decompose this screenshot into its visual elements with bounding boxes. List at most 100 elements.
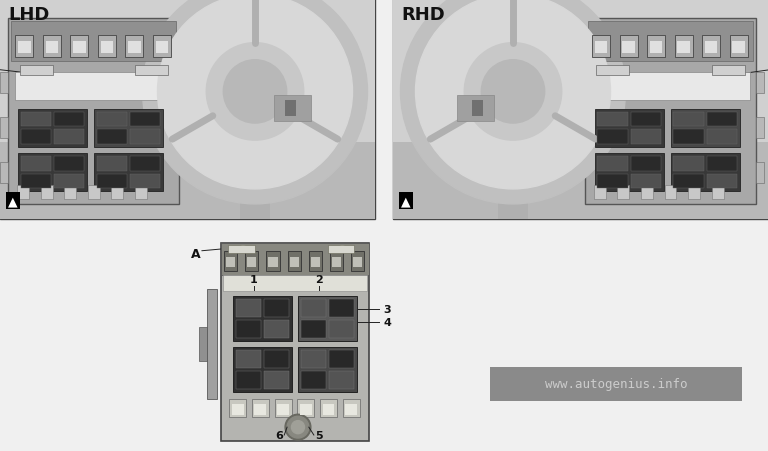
FancyBboxPatch shape xyxy=(233,347,292,391)
FancyBboxPatch shape xyxy=(41,185,52,200)
Text: RHD: RHD xyxy=(401,6,445,24)
FancyBboxPatch shape xyxy=(229,400,247,417)
FancyBboxPatch shape xyxy=(457,96,495,122)
FancyBboxPatch shape xyxy=(130,174,161,189)
FancyBboxPatch shape xyxy=(301,371,326,389)
FancyBboxPatch shape xyxy=(343,400,359,417)
Circle shape xyxy=(285,414,311,440)
Text: 1: 1 xyxy=(250,275,257,285)
FancyBboxPatch shape xyxy=(0,0,375,143)
FancyBboxPatch shape xyxy=(707,174,737,189)
FancyBboxPatch shape xyxy=(472,101,483,117)
FancyBboxPatch shape xyxy=(309,252,322,272)
FancyBboxPatch shape xyxy=(330,252,343,272)
FancyBboxPatch shape xyxy=(594,185,606,200)
FancyBboxPatch shape xyxy=(0,162,8,184)
FancyBboxPatch shape xyxy=(0,72,8,94)
FancyBboxPatch shape xyxy=(631,174,661,189)
FancyBboxPatch shape xyxy=(88,185,100,200)
FancyBboxPatch shape xyxy=(221,244,369,275)
FancyBboxPatch shape xyxy=(285,101,296,117)
FancyBboxPatch shape xyxy=(15,72,173,101)
FancyBboxPatch shape xyxy=(301,300,326,318)
FancyBboxPatch shape xyxy=(223,275,367,291)
FancyBboxPatch shape xyxy=(631,130,661,145)
FancyBboxPatch shape xyxy=(269,258,277,267)
Text: 4: 4 xyxy=(383,318,391,327)
FancyBboxPatch shape xyxy=(233,297,292,341)
Circle shape xyxy=(415,0,611,189)
Text: 5: 5 xyxy=(315,430,323,440)
FancyBboxPatch shape xyxy=(232,404,243,414)
FancyBboxPatch shape xyxy=(345,404,357,414)
FancyBboxPatch shape xyxy=(12,22,176,61)
FancyBboxPatch shape xyxy=(245,252,258,272)
FancyBboxPatch shape xyxy=(329,371,354,389)
FancyBboxPatch shape xyxy=(275,400,292,417)
Circle shape xyxy=(287,416,309,438)
FancyBboxPatch shape xyxy=(631,112,661,127)
FancyBboxPatch shape xyxy=(8,19,179,205)
Text: 3: 3 xyxy=(383,304,391,314)
FancyBboxPatch shape xyxy=(733,42,745,54)
Circle shape xyxy=(207,44,304,141)
FancyBboxPatch shape xyxy=(236,300,261,318)
FancyBboxPatch shape xyxy=(130,112,161,127)
FancyBboxPatch shape xyxy=(97,156,127,171)
FancyBboxPatch shape xyxy=(224,252,237,272)
FancyBboxPatch shape xyxy=(54,156,84,171)
FancyBboxPatch shape xyxy=(707,156,737,171)
FancyBboxPatch shape xyxy=(98,36,116,58)
FancyBboxPatch shape xyxy=(221,244,369,441)
FancyBboxPatch shape xyxy=(393,0,768,220)
FancyBboxPatch shape xyxy=(301,350,326,368)
FancyBboxPatch shape xyxy=(393,143,768,220)
FancyBboxPatch shape xyxy=(94,110,163,147)
FancyBboxPatch shape xyxy=(21,112,51,127)
FancyBboxPatch shape xyxy=(297,400,314,417)
FancyBboxPatch shape xyxy=(498,115,528,220)
FancyBboxPatch shape xyxy=(15,36,33,58)
FancyBboxPatch shape xyxy=(94,154,163,192)
FancyBboxPatch shape xyxy=(617,185,629,200)
FancyBboxPatch shape xyxy=(592,36,610,58)
FancyBboxPatch shape xyxy=(756,162,764,184)
FancyBboxPatch shape xyxy=(54,112,84,127)
FancyBboxPatch shape xyxy=(688,185,700,200)
FancyBboxPatch shape xyxy=(18,110,87,147)
FancyBboxPatch shape xyxy=(730,36,747,58)
Circle shape xyxy=(157,0,353,189)
Circle shape xyxy=(291,421,304,434)
Text: ▲: ▲ xyxy=(8,194,18,207)
FancyBboxPatch shape xyxy=(329,321,354,338)
FancyBboxPatch shape xyxy=(598,174,628,189)
FancyBboxPatch shape xyxy=(756,117,764,139)
FancyBboxPatch shape xyxy=(598,130,628,145)
FancyBboxPatch shape xyxy=(128,42,141,54)
FancyBboxPatch shape xyxy=(712,185,723,200)
FancyBboxPatch shape xyxy=(43,36,61,58)
FancyBboxPatch shape xyxy=(300,404,312,414)
FancyBboxPatch shape xyxy=(264,371,289,389)
FancyBboxPatch shape xyxy=(240,115,270,220)
Text: A: A xyxy=(191,248,200,260)
FancyBboxPatch shape xyxy=(598,156,628,171)
FancyBboxPatch shape xyxy=(702,36,720,58)
FancyBboxPatch shape xyxy=(21,174,51,189)
FancyBboxPatch shape xyxy=(228,246,255,253)
Text: 6: 6 xyxy=(276,430,283,440)
FancyBboxPatch shape xyxy=(674,36,693,58)
FancyBboxPatch shape xyxy=(264,321,289,338)
FancyBboxPatch shape xyxy=(135,65,168,75)
FancyBboxPatch shape xyxy=(130,156,161,171)
FancyBboxPatch shape xyxy=(111,185,123,200)
FancyBboxPatch shape xyxy=(674,174,703,189)
FancyBboxPatch shape xyxy=(351,252,364,272)
FancyBboxPatch shape xyxy=(97,174,127,189)
FancyBboxPatch shape xyxy=(674,112,703,127)
FancyBboxPatch shape xyxy=(328,246,354,253)
FancyBboxPatch shape xyxy=(21,156,51,171)
FancyBboxPatch shape xyxy=(332,258,341,267)
FancyBboxPatch shape xyxy=(273,96,311,122)
FancyBboxPatch shape xyxy=(393,0,768,143)
